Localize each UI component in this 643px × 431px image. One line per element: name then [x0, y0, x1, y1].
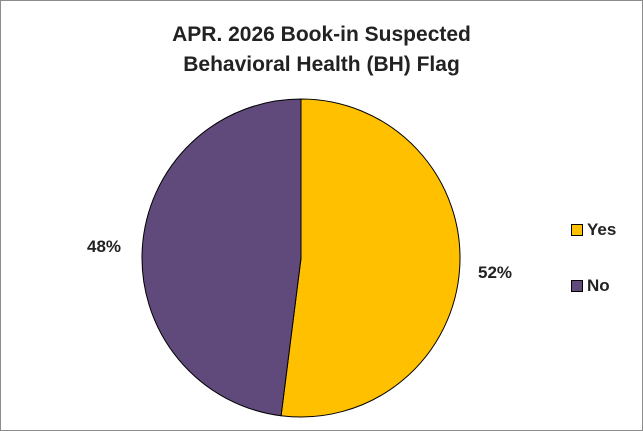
pie-slice-yes	[280, 98, 461, 418]
data-label-no: 48%	[87, 237, 122, 256]
pie-slice-no	[141, 98, 302, 417]
chart-title-line-2: Behavioral Health (BH) Flag	[183, 53, 460, 76]
legend-item-no: No	[571, 276, 616, 296]
legend: Yes No	[571, 220, 616, 332]
chart-title: APR. 2026 Book-in Suspected Behavioral H…	[0, 20, 643, 80]
legend-swatch-no	[571, 280, 583, 292]
legend-item-yes: Yes	[571, 220, 616, 240]
legend-label-no: No	[587, 276, 610, 295]
legend-label-yes: Yes	[587, 220, 617, 239]
chart-title-line-1: APR. 2026 Book-in Suspected	[172, 23, 471, 46]
data-label-yes: 52%	[478, 263, 513, 282]
legend-swatch-yes	[571, 224, 583, 236]
